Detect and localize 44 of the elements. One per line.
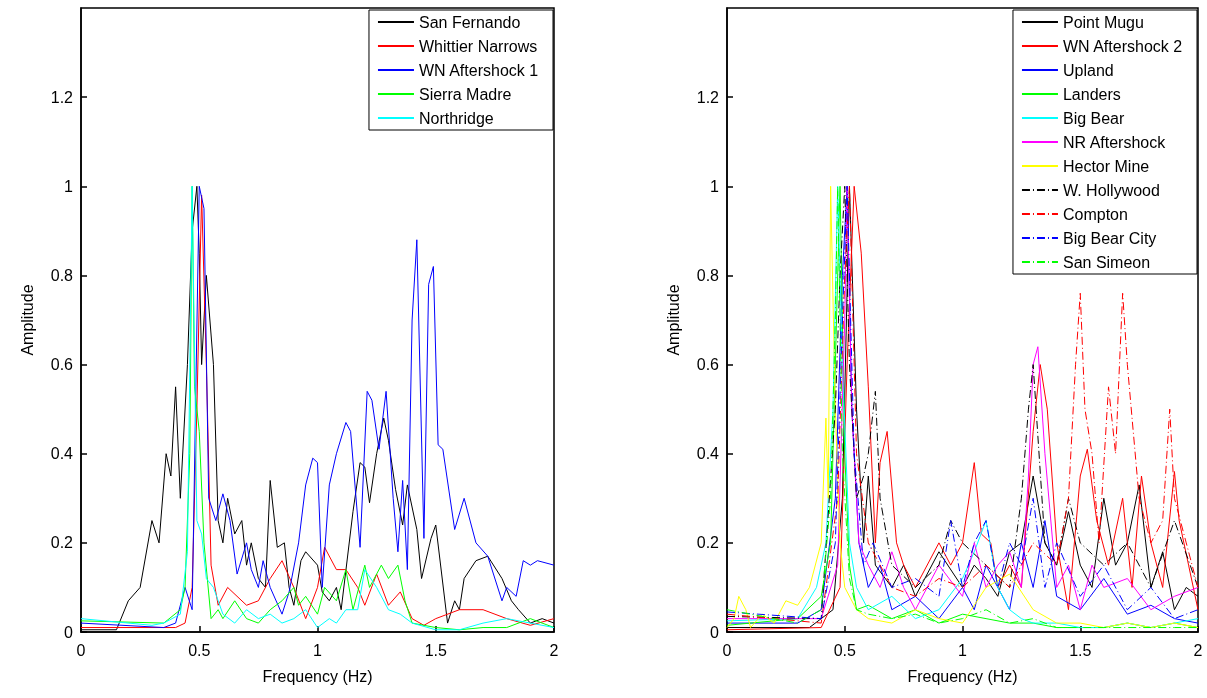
x-tick-label: 0 bbox=[76, 641, 86, 659]
x-tick-label: 2 bbox=[549, 641, 559, 659]
y-tick-label: 0.6 bbox=[696, 356, 720, 374]
y-tick-label: 1.2 bbox=[50, 88, 74, 106]
x-axis-title: Frequency (Hz) bbox=[907, 667, 1018, 685]
legend-label: San Simeon bbox=[1062, 253, 1151, 271]
x-tick-label: 0.5 bbox=[188, 641, 211, 659]
y-tick-label: 1 bbox=[64, 177, 74, 195]
legend-label: Point Mugu bbox=[1062, 13, 1144, 31]
legend-label: WN Aftershock 1 bbox=[418, 61, 539, 79]
y-tick-label: 0 bbox=[710, 623, 720, 641]
y-tick-label: 0.2 bbox=[696, 534, 720, 552]
y-tick-label: 0.8 bbox=[50, 266, 74, 284]
y-tick-label: 0.8 bbox=[696, 266, 720, 284]
legend-label: W. Hollywood bbox=[1062, 181, 1160, 199]
legend-label: Big Bear bbox=[1062, 109, 1126, 127]
legend-label: Sierra Madre bbox=[418, 85, 512, 103]
y-tick-label: 0.4 bbox=[696, 445, 720, 463]
legend-label: Big Bear City bbox=[1062, 229, 1157, 247]
y-tick-label: 0.2 bbox=[50, 534, 74, 552]
legend-label: Hector Mine bbox=[1062, 157, 1150, 175]
y-tick-label: 0.4 bbox=[50, 445, 74, 463]
legend-label: NR Aftershock bbox=[1062, 133, 1167, 151]
legend-label: Compton bbox=[1062, 205, 1128, 223]
x-tick-label: 0.5 bbox=[833, 641, 856, 659]
x-tick-label: 1.5 bbox=[424, 641, 447, 659]
x-tick-label: 0 bbox=[722, 641, 732, 659]
y-tick-label: 0 bbox=[64, 623, 74, 641]
x-tick-label: 1 bbox=[958, 641, 968, 659]
legend-label: Whittier Narrows bbox=[418, 37, 538, 55]
y-tick-label: 1 bbox=[710, 177, 720, 195]
legend-label: San Fernando bbox=[418, 13, 521, 31]
x-tick-label: 2 bbox=[1193, 641, 1203, 659]
y-tick-label: 0.6 bbox=[50, 356, 74, 374]
legend-label: Northridge bbox=[418, 109, 494, 127]
x-tick-label: 1.5 bbox=[1069, 641, 1092, 659]
y-axis-title: Amplitude bbox=[664, 284, 682, 356]
legend-label: Landers bbox=[1062, 85, 1121, 103]
legend-label: Upland bbox=[1062, 61, 1114, 79]
x-axis-title: Frequency (Hz) bbox=[262, 667, 373, 685]
x-tick-label: 1 bbox=[313, 641, 323, 659]
legend-label: WN Aftershock 2 bbox=[1062, 37, 1183, 55]
y-axis-title: Amplitude bbox=[18, 284, 36, 356]
y-tick-label: 1.2 bbox=[696, 88, 720, 106]
